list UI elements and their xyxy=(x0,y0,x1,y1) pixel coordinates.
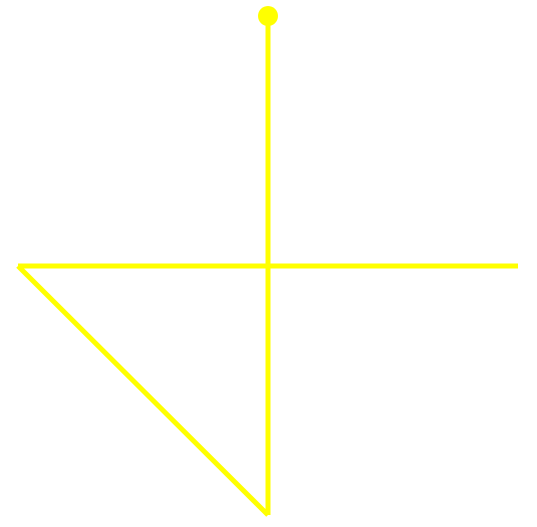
diagonal-line xyxy=(16,264,270,517)
end-dot xyxy=(258,6,278,26)
